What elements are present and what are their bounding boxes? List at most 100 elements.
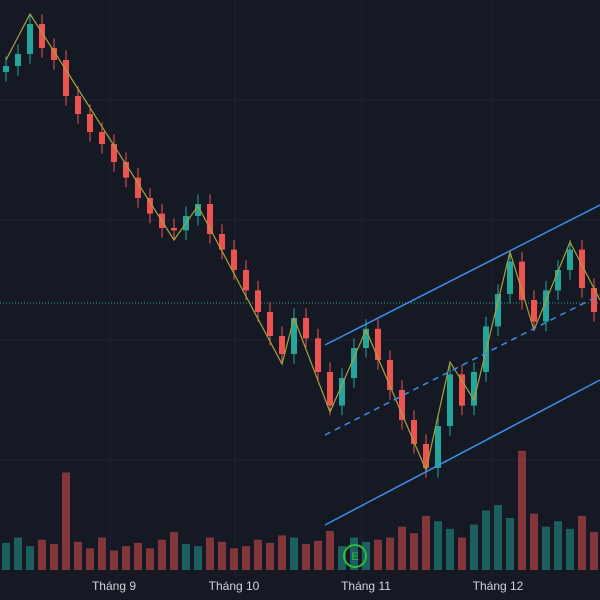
candle-body [87, 114, 93, 132]
volume-bar [350, 537, 358, 570]
candle-body [279, 336, 285, 354]
volume-bar [542, 526, 550, 570]
event-marker[interactable] [343, 544, 367, 568]
volume-bar [62, 472, 70, 570]
volume-bar [494, 505, 502, 570]
candle-body [471, 372, 477, 406]
candle-body [555, 270, 561, 291]
candle-body [39, 24, 45, 48]
candle-body [267, 312, 273, 336]
candle-body [195, 204, 201, 216]
volume-bar [278, 535, 286, 570]
candle-body [567, 249, 573, 270]
x-axis: Tháng 9 Tháng 10 Tháng 11 Tháng 12 [92, 579, 524, 593]
x-tick-label: Tháng 12 [473, 579, 524, 593]
candle-body [411, 420, 417, 444]
candle-body [387, 360, 393, 390]
candle-body [111, 144, 117, 162]
candle-body [375, 328, 381, 360]
candle-body [291, 318, 297, 354]
volume-bar [530, 513, 538, 570]
channel-mid [324, 294, 600, 436]
volume-bar [194, 546, 202, 570]
volume-bar [470, 524, 478, 570]
volume-bar [2, 542, 10, 570]
volume-bar [590, 532, 598, 570]
volume-bar [182, 544, 190, 570]
volume-bar [338, 546, 346, 570]
candle-body [135, 177, 141, 198]
candle-body [231, 249, 237, 270]
candle-body [243, 270, 249, 291]
volume-bar [14, 537, 22, 570]
event-label[interactable]: E [351, 551, 358, 563]
volume-bar [134, 542, 142, 570]
candle-body [507, 261, 513, 294]
volume-bar [434, 521, 442, 570]
candle-body [303, 318, 309, 339]
volume-bar [314, 540, 322, 570]
volume-bar [458, 537, 466, 570]
candle-body [207, 204, 213, 234]
x-tick-label: Tháng 10 [209, 579, 260, 593]
candle-body [123, 162, 129, 178]
candle-body [171, 228, 177, 231]
volume-bar [554, 521, 562, 570]
volume-bar [482, 510, 490, 570]
volume-bar [242, 546, 250, 570]
candle-body [363, 328, 369, 348]
zigzag [5, 12, 600, 472]
volume-bar [206, 537, 214, 570]
channel-upper [324, 204, 600, 346]
volume-bar [26, 546, 34, 570]
candle-body [351, 348, 357, 378]
candle-body [495, 294, 501, 327]
candle-body [255, 290, 261, 312]
volume-bar [74, 541, 82, 570]
candle-body [99, 132, 105, 144]
candle-body [15, 54, 21, 66]
volume-bar [146, 548, 154, 570]
x-tick-label: Tháng 11 [341, 579, 391, 593]
candle-body [543, 290, 549, 322]
candle-body [531, 300, 537, 322]
volume-bar [86, 548, 94, 570]
volume-bar [98, 537, 106, 570]
candle-body [51, 48, 57, 60]
volume-bar [110, 550, 118, 570]
volume-bar [218, 541, 226, 570]
candle-body [315, 338, 321, 372]
candle-body [591, 288, 597, 312]
candle-body [27, 24, 33, 54]
volume-bar [326, 531, 334, 570]
volume-bar [50, 544, 58, 570]
volume-bar [578, 515, 586, 570]
volume-bar [122, 546, 130, 570]
candle-body [519, 261, 525, 300]
candle-body [435, 426, 441, 468]
candle-body [399, 390, 405, 420]
volume-bar [518, 450, 526, 570]
volume-bar [422, 515, 430, 570]
volume-bar [398, 526, 406, 570]
candle-body [3, 66, 9, 72]
candle-body [75, 96, 81, 114]
volume-bar [170, 532, 178, 570]
volume-bar [38, 539, 46, 570]
grid [0, 0, 600, 575]
candle-body [339, 378, 345, 406]
volume-bar [158, 539, 166, 570]
candle-body [447, 374, 453, 426]
candle-body [579, 249, 585, 288]
volume-bar [302, 544, 310, 570]
volume-bar [506, 518, 514, 570]
candle-body [423, 444, 429, 468]
volume-bar [386, 537, 394, 570]
candle-body [327, 372, 333, 406]
candle-body [63, 60, 69, 96]
channel-lower [324, 379, 600, 526]
candle-body [147, 198, 153, 214]
volume-bar [266, 542, 274, 570]
candle-body [219, 234, 225, 250]
